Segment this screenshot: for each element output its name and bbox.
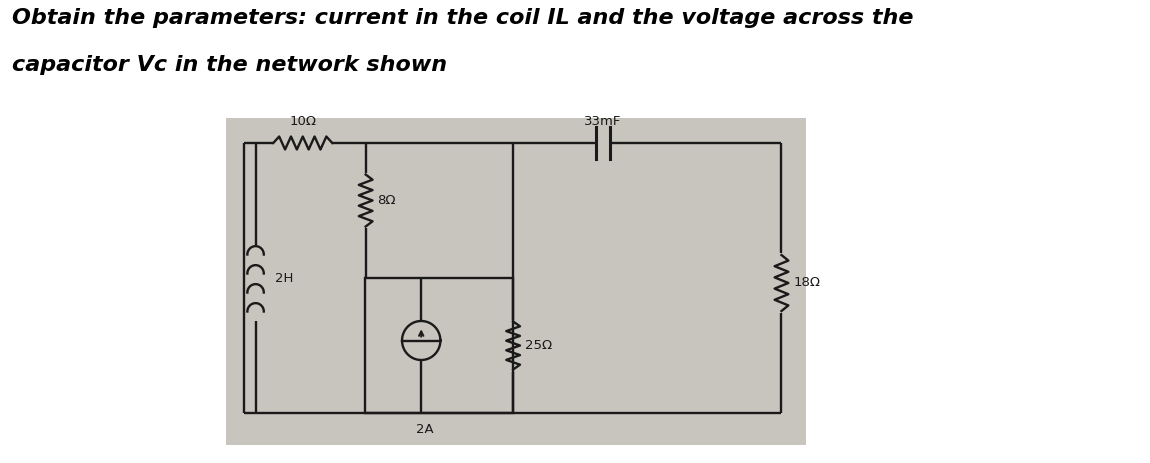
Bar xyxy=(227,118,806,445)
Text: 25Ω: 25Ω xyxy=(524,339,552,352)
Text: Obtain the parameters: current in the coil IL and the voltage across the: Obtain the parameters: current in the co… xyxy=(12,8,913,28)
Text: 10Ω: 10Ω xyxy=(290,115,316,128)
Text: capacitor Vc in the network shown: capacitor Vc in the network shown xyxy=(12,55,447,75)
Text: 18Ω: 18Ω xyxy=(793,276,820,289)
Text: 33mF: 33mF xyxy=(584,115,622,128)
Bar xyxy=(365,278,513,413)
Text: 2H: 2H xyxy=(275,271,293,284)
Text: 2A: 2A xyxy=(416,423,434,436)
Text: 8Ω: 8Ω xyxy=(377,194,396,207)
